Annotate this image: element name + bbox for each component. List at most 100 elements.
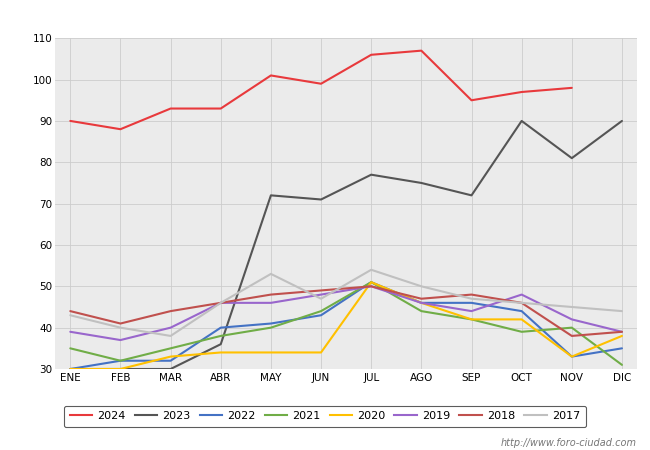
2018 (116, 321, 124, 326)
2022 (618, 346, 626, 351)
Line: 2022: 2022 (70, 282, 622, 369)
2019 (618, 329, 626, 334)
Line: 2018: 2018 (70, 286, 622, 336)
2017 (317, 296, 325, 302)
2020 (367, 279, 375, 285)
2018 (467, 292, 475, 297)
Line: 2021: 2021 (70, 282, 622, 365)
2017 (618, 308, 626, 314)
2023 (618, 118, 626, 124)
Line: 2017: 2017 (70, 270, 622, 336)
Line: 2024: 2024 (70, 51, 572, 129)
2022 (367, 279, 375, 285)
2023 (367, 172, 375, 177)
2022 (417, 300, 425, 306)
2021 (166, 346, 174, 351)
2018 (568, 333, 576, 338)
2021 (568, 325, 576, 330)
2019 (518, 292, 526, 297)
2019 (367, 284, 375, 289)
2019 (317, 292, 325, 297)
2022 (66, 366, 74, 372)
2021 (267, 325, 275, 330)
2017 (166, 333, 174, 338)
2020 (417, 300, 425, 306)
2017 (568, 304, 576, 310)
2021 (467, 317, 475, 322)
2023 (518, 118, 526, 124)
2018 (66, 308, 74, 314)
2017 (367, 267, 375, 272)
2024 (217, 106, 225, 111)
Line: 2019: 2019 (70, 286, 622, 340)
2022 (217, 325, 225, 330)
Text: Afiliados en Aljucén a 30/11/2024: Afiliados en Aljucén a 30/11/2024 (197, 11, 453, 27)
2023 (267, 193, 275, 198)
2021 (417, 308, 425, 314)
2020 (116, 366, 124, 372)
2022 (467, 300, 475, 306)
2020 (568, 354, 576, 359)
2021 (317, 308, 325, 314)
2019 (467, 308, 475, 314)
2023 (166, 366, 174, 372)
2024 (66, 118, 74, 124)
2018 (518, 300, 526, 306)
2018 (217, 300, 225, 306)
2020 (267, 350, 275, 355)
2018 (166, 308, 174, 314)
2018 (317, 288, 325, 293)
2017 (267, 271, 275, 277)
2024 (367, 52, 375, 58)
2024 (467, 98, 475, 103)
2023 (467, 193, 475, 198)
2022 (166, 358, 174, 364)
2023 (568, 155, 576, 161)
2021 (518, 329, 526, 334)
2021 (116, 358, 124, 364)
2020 (166, 354, 174, 359)
2023 (217, 342, 225, 347)
2017 (217, 300, 225, 306)
2018 (618, 329, 626, 334)
2024 (116, 126, 124, 132)
Line: 2020: 2020 (70, 282, 622, 369)
2020 (518, 317, 526, 322)
2022 (267, 321, 275, 326)
2017 (66, 313, 74, 318)
2021 (66, 346, 74, 351)
2020 (66, 366, 74, 372)
2023 (66, 366, 74, 372)
2020 (618, 333, 626, 338)
2023 (116, 366, 124, 372)
2020 (467, 317, 475, 322)
2019 (417, 300, 425, 306)
Legend: 2024, 2023, 2022, 2021, 2020, 2019, 2018, 2017: 2024, 2023, 2022, 2021, 2020, 2019, 2018… (64, 405, 586, 427)
2022 (518, 308, 526, 314)
2020 (217, 350, 225, 355)
2017 (467, 296, 475, 302)
2023 (417, 180, 425, 186)
2018 (267, 292, 275, 297)
2019 (116, 338, 124, 343)
2021 (618, 362, 626, 368)
2024 (267, 73, 275, 78)
2023 (317, 197, 325, 202)
2024 (417, 48, 425, 54)
2019 (568, 317, 576, 322)
2018 (417, 296, 425, 302)
Line: 2023: 2023 (70, 121, 622, 369)
2017 (518, 300, 526, 306)
2019 (267, 300, 275, 306)
2022 (568, 354, 576, 359)
2022 (317, 313, 325, 318)
2022 (116, 358, 124, 364)
2019 (166, 325, 174, 330)
2019 (66, 329, 74, 334)
2017 (116, 325, 124, 330)
2024 (166, 106, 174, 111)
2019 (217, 300, 225, 306)
2024 (317, 81, 325, 86)
2021 (217, 333, 225, 338)
2020 (317, 350, 325, 355)
